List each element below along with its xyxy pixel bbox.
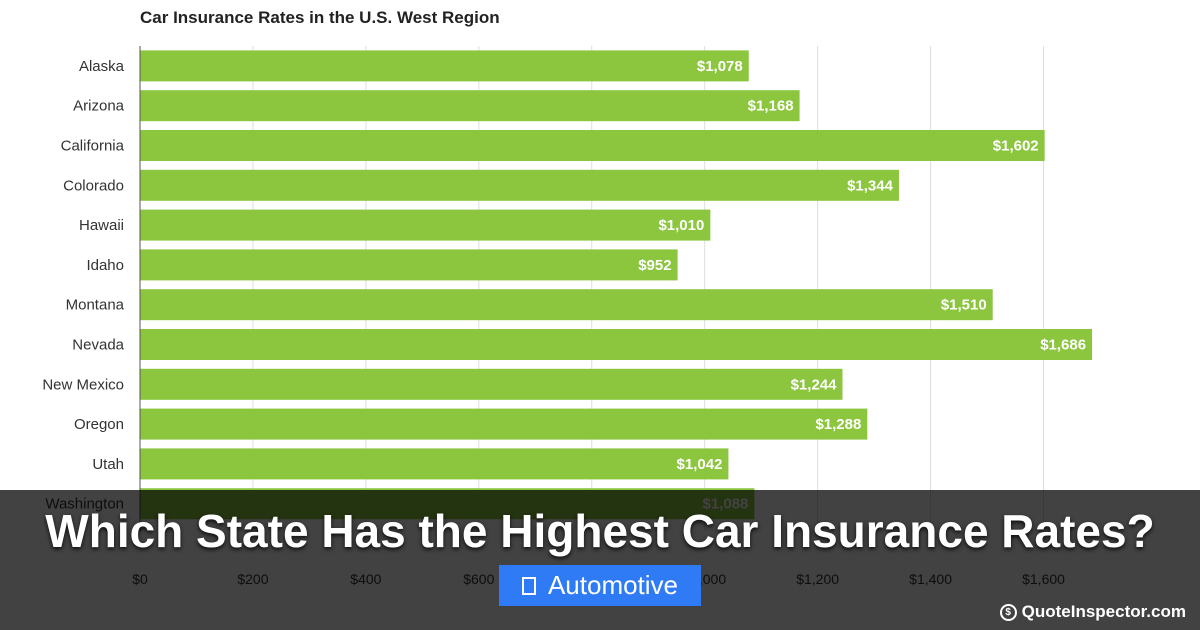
data-label: $1,168 [748,98,794,115]
bar [140,249,678,281]
category-badge[interactable]: Automotive [499,565,701,606]
category-label: Automotive [547,570,679,600]
data-label: $1,686 [1040,337,1086,354]
y-tick-label: New Mexico [42,376,124,393]
y-tick-label: Montana [66,297,125,314]
bar [140,169,899,201]
bar [140,368,843,400]
brand-name: QuoteInspector.com [1021,602,1186,621]
y-tick-label: Colorado [63,177,124,194]
data-label: $1,602 [993,138,1039,155]
data-label: $1,288 [815,416,861,433]
y-tick-label: Hawaii [79,217,124,234]
bar [140,448,729,480]
bar [140,130,1045,161]
data-label: $1,510 [941,297,987,314]
bar [140,209,711,241]
brand-logo: $ QuoteInspector.com [999,602,1186,622]
data-label: $1,042 [677,456,723,473]
chart-title: Car Insurance Rates in the U.S. West Reg… [140,8,500,27]
y-tick-label: California [61,138,125,155]
bars [140,50,1093,520]
data-labels: $1,078 $1,168 $1,602 $1,344 $1,010 $952 $1,510… [638,58,1086,513]
y-tick-label: Nevada [72,337,124,354]
dollar-icon: $ [999,603,1017,621]
y-tick-label: Oregon [74,416,124,433]
y-tick-label: Idaho [86,257,124,274]
data-label: $1,244 [791,376,838,393]
headline: Which State Has the Highest Car Insuranc… [45,505,1155,557]
data-label: $1,078 [697,58,743,75]
y-axis-labels: Alaska Arizona California Colorado Hawaii Ida… [42,58,124,513]
data-label: $1,010 [658,217,704,234]
data-label: $1,344 [847,177,894,194]
y-tick-label: Alaska [79,58,125,75]
bar [140,90,800,122]
bar [140,408,868,440]
bar [140,50,749,82]
tag-icon [521,576,536,595]
y-tick-label: Arizona [73,98,125,115]
y-tick-label: Utah [92,456,124,473]
bar [140,329,1093,360]
headline-overlay [0,490,1200,630]
bar [140,289,993,321]
data-label: $952 [638,257,671,274]
